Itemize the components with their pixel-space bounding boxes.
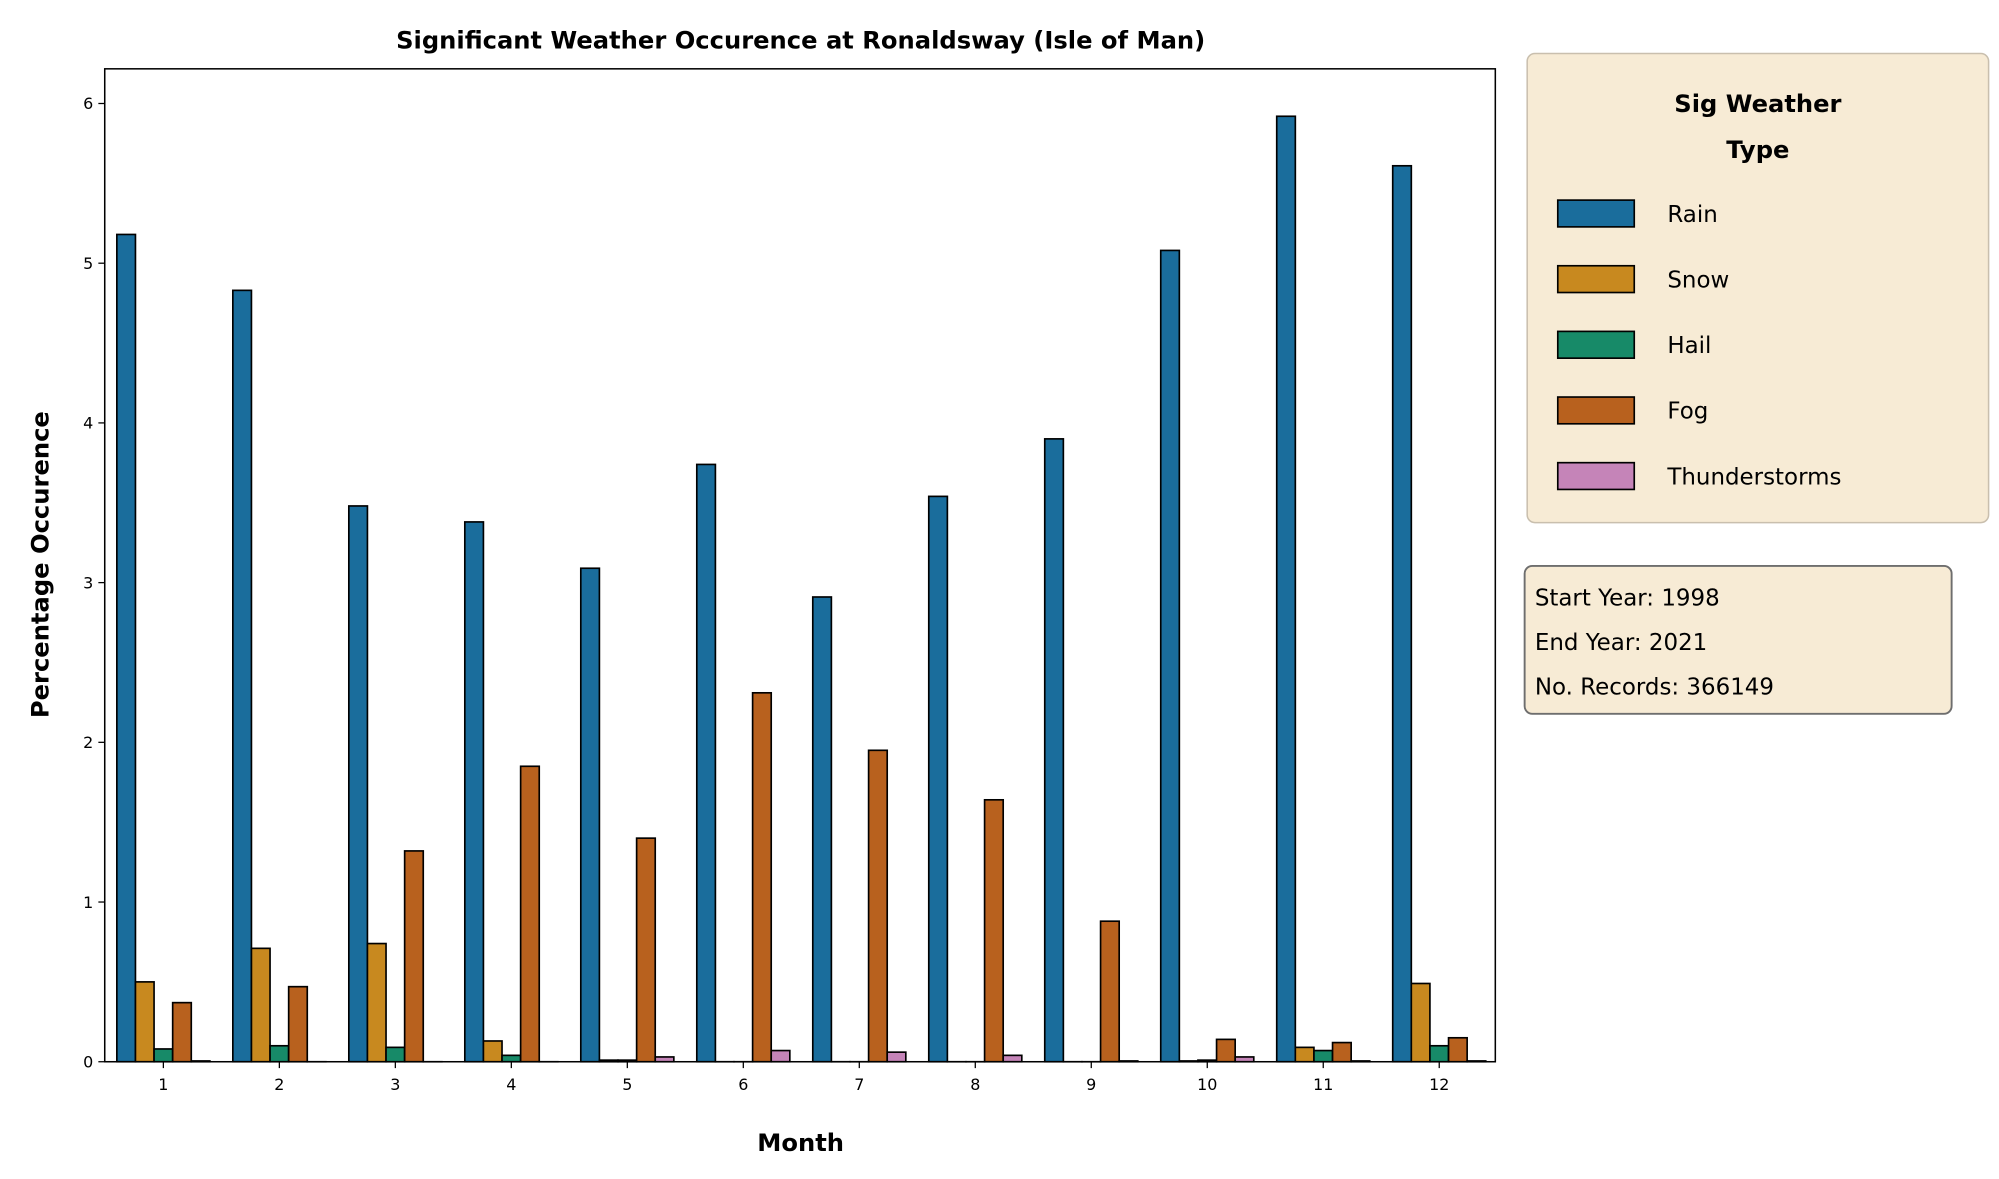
bar-snow-month-11 bbox=[1294, 1046, 1315, 1063]
x-tick-label: 9 bbox=[1086, 1075, 1096, 1094]
x-tick-label: 7 bbox=[854, 1075, 864, 1094]
x-tick-label: 1 bbox=[158, 1075, 168, 1094]
bar-rain-month-12 bbox=[1391, 164, 1413, 1063]
x-tick-label: 6 bbox=[738, 1075, 748, 1094]
x-tick-label: 4 bbox=[506, 1075, 516, 1094]
bar-fog-month-4 bbox=[519, 765, 541, 1063]
y-tick-label: 2 bbox=[83, 733, 93, 752]
y-tick-label: 0 bbox=[83, 1052, 93, 1071]
y-axis-label: Percentage Occurence bbox=[27, 411, 55, 718]
bars-group bbox=[116, 115, 1487, 1063]
bar-hail-month-4 bbox=[501, 1054, 522, 1063]
x-tick-label: 5 bbox=[622, 1075, 632, 1094]
bar-hail-month-3 bbox=[385, 1046, 406, 1063]
bar-thunderstorms-month-8 bbox=[1002, 1054, 1023, 1063]
info-start-year: Start Year: 1998 bbox=[1535, 585, 1720, 611]
legend-label-rain: Rain bbox=[1667, 202, 1717, 228]
bar-snow-month-2 bbox=[250, 947, 271, 1063]
bar-hail-month-11 bbox=[1313, 1049, 1334, 1063]
legend-label-thunderstorms: Thunderstorms bbox=[1666, 464, 1841, 490]
bar-rain-month-9 bbox=[1043, 438, 1065, 1063]
bar-thunderstorms-month-7 bbox=[886, 1051, 907, 1063]
y-axis: 0 1 2 3 4 5 6 bbox=[83, 94, 105, 1071]
bar-fog-month-1 bbox=[171, 1001, 193, 1063]
bar-rain-month-8 bbox=[927, 495, 949, 1063]
bar-hail-month-1 bbox=[153, 1048, 174, 1063]
legend-box bbox=[1526, 52, 1990, 524]
bar-rain-month-4 bbox=[463, 521, 485, 1063]
bar-rain-month-6 bbox=[695, 463, 717, 1063]
bar-rain-month-2 bbox=[232, 289, 253, 1063]
legend-swatch-hail bbox=[1556, 330, 1636, 359]
info-box-frame bbox=[1523, 564, 1953, 715]
legend-label-hail: Hail bbox=[1667, 333, 1711, 359]
bar-fog-month-9 bbox=[1099, 920, 1121, 1063]
bar-fog-month-11 bbox=[1331, 1041, 1352, 1063]
bar-fog-month-3 bbox=[403, 850, 425, 1063]
y-tick-label: 6 bbox=[83, 94, 93, 113]
x-tick-label: 8 bbox=[970, 1075, 980, 1094]
x-axis-label: Month bbox=[757, 1129, 844, 1157]
bar-fog-month-6 bbox=[751, 691, 773, 1063]
legend-label-fog: Fog bbox=[1667, 399, 1708, 425]
y-tick-label: 1 bbox=[83, 893, 93, 912]
bar-fog-month-7 bbox=[867, 749, 889, 1063]
x-tick-label: 10 bbox=[1197, 1075, 1217, 1094]
bar-rain-month-1 bbox=[116, 233, 137, 1063]
info-end-year: End Year: 2021 bbox=[1535, 630, 1707, 656]
bar-hail-month-2 bbox=[269, 1044, 290, 1063]
info-records: No. Records: 366149 bbox=[1535, 675, 1774, 701]
x-tick-label: 12 bbox=[1429, 1075, 1449, 1094]
legend-title-line2: Type bbox=[1726, 136, 1789, 164]
bar-rain-month-11 bbox=[1275, 115, 1297, 1063]
x-tick-label: 3 bbox=[390, 1075, 400, 1094]
y-tick-label: 3 bbox=[83, 573, 93, 592]
bar-snow-month-4 bbox=[482, 1040, 503, 1063]
legend-swatch-snow bbox=[1556, 264, 1636, 294]
legend: Sig Weather Type Rain Snow Hail Fog Thunders… bbox=[1526, 52, 1990, 524]
bar-fog-month-2 bbox=[287, 985, 309, 1063]
x-tick-label: 11 bbox=[1313, 1075, 1333, 1094]
legend-title-line1: Sig Weather bbox=[1674, 90, 1841, 118]
plot-frame bbox=[103, 68, 1497, 1063]
legend-swatch-thunderstorms bbox=[1556, 461, 1636, 491]
bar-rain-month-10 bbox=[1159, 249, 1181, 1063]
x-tick-label: 2 bbox=[274, 1075, 284, 1094]
x-axis: 1 2 3 4 5 6 7 8 9 10 11 12 bbox=[158, 1061, 1449, 1094]
bar-fog-month-12 bbox=[1447, 1036, 1468, 1063]
info-box: Start Year: 1998 End Year: 2021 No. Reco… bbox=[1523, 564, 1953, 715]
chart-title: Significant Weather Occurence at Ronalds… bbox=[396, 26, 1205, 54]
y-tick-label: 4 bbox=[83, 414, 93, 433]
bar-fog-month-5 bbox=[635, 837, 657, 1063]
bar-fog-month-8 bbox=[983, 798, 1005, 1063]
bar-thunderstorms-month-6 bbox=[770, 1049, 791, 1063]
bar-fog-month-10 bbox=[1215, 1038, 1237, 1063]
bar-snow-month-1 bbox=[134, 981, 155, 1063]
bar-snow-month-3 bbox=[366, 942, 387, 1063]
legend-swatch-rain bbox=[1556, 199, 1636, 228]
bar-snow-month-12 bbox=[1410, 982, 1431, 1063]
legend-label-snow: Snow bbox=[1667, 267, 1729, 293]
bar-hail-month-12 bbox=[1429, 1044, 1450, 1063]
y-tick-label: 5 bbox=[83, 254, 93, 273]
bar-rain-month-5 bbox=[579, 567, 601, 1063]
bar-rain-month-7 bbox=[811, 596, 833, 1063]
legend-swatch-fog bbox=[1556, 396, 1636, 425]
bar-rain-month-3 bbox=[347, 505, 369, 1063]
